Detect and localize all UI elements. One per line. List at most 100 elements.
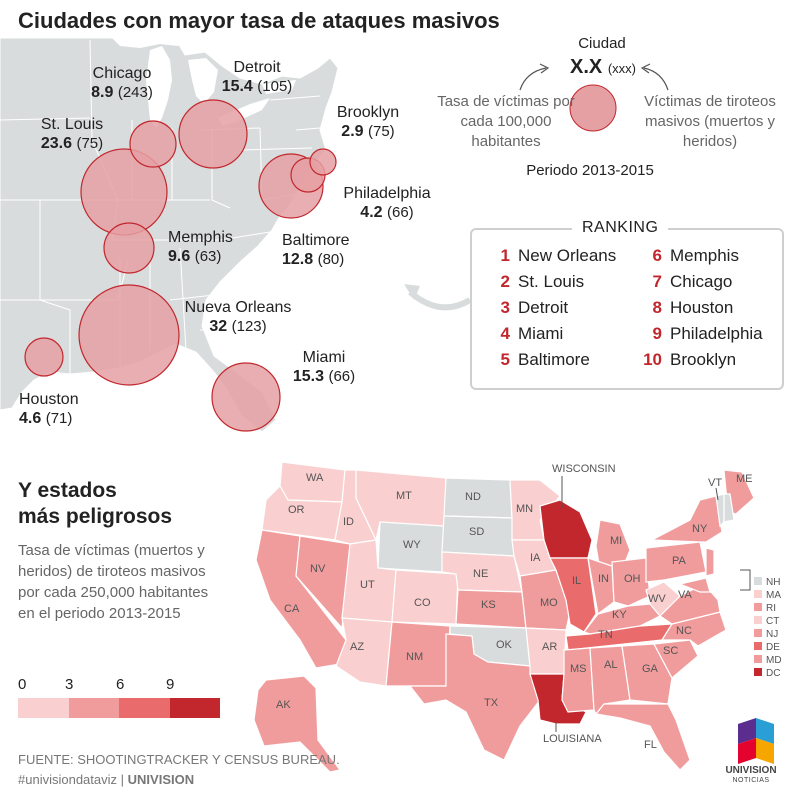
city-bubbles [24,99,337,432]
city-label-st-louis: St. Louis 23.6 (75) [40,116,104,152]
scale-swatch-1 [68,698,119,718]
page-title: Ciudades con mayor tasa de ataques masiv… [18,8,500,33]
legend-victims-description: Víctimas de tiroteos masivos (muertos y … [644,93,776,150]
label-ia: IA [530,552,541,564]
svg-text:MA: MA [766,590,781,601]
state-labels: WA OR ID MT ND MN WY SD NE IA NV UT CO K… [276,472,753,751]
legend-period: Periodo 2013-2015 [526,162,654,179]
svg-text:DE: DE [766,642,780,653]
svg-text:NH: NH [766,577,780,588]
label-id: ID [343,516,354,528]
lake-michigan [146,46,172,128]
city-label-memphis: Memphis 9.6 (63) [168,229,233,265]
ranking-item: 7 Chicago [652,272,733,291]
state-ny [649,495,723,543]
legend-arrow-left [519,67,547,91]
label-ak: AK [276,699,291,711]
state-fl [594,703,691,771]
color-scale-labels: 0 3 6 9 [18,676,175,693]
state-sc [653,639,699,679]
state-wi [539,499,593,559]
ranking-arrow [408,289,472,311]
city-label-nueva-orleans: Nueva Orleans 32 (123) [184,299,292,335]
bubble-detroit [178,99,248,169]
label-ca: CA [284,603,300,615]
label-wv: WV [648,593,666,605]
univision-logo-text: UNIVISION NOTICIAS [725,765,777,785]
label-nc: NC [676,625,692,637]
label-nd: ND [465,491,481,503]
source-note: FUENTE: SHOOTINGTRACKER Y CENSUS BUREAU.… [18,752,340,787]
city-label-philadelphia: Philadelphia 4.2 (66) [343,185,431,221]
label-mn: MN [516,503,533,515]
state-mn [509,479,561,541]
wisconsin-callout: WISCONSIN [552,463,616,475]
ranking-item: 6 Memphis [652,246,739,265]
state-wv [645,581,681,617]
label-wa: WA [306,472,324,484]
legend-rate-description: Tasa de víctimas por cada 100,000 habita… [437,93,575,150]
vt-callout-line [715,487,719,501]
ranking-item: 1 New Orleans [500,246,617,265]
ranking-item: 3 Detroit [500,298,569,317]
svg-text:MD: MD [766,655,782,666]
label-fl: FL [644,739,657,751]
small-states-bracket [740,569,751,591]
label-ga: GA [642,663,659,675]
label-mi: MI [610,535,622,547]
state-tx [408,633,541,761]
lake-huron [188,58,218,104]
label-oh: OH [624,573,641,585]
legend-arrow-right [643,67,669,91]
label-mt: MT [396,490,412,502]
label-ut: UT [360,579,375,591]
label-ky: KY [612,609,627,621]
ranking-item: 2 St. Louis [500,272,585,291]
ranking-item: 10 Brooklyn [643,350,737,369]
states-section-title: Y estados más peligrosos [18,479,173,528]
scale-swatch-0 [18,698,69,718]
city-label-baltimore: Baltimore 12.8 (80) [282,232,350,268]
bubble-new-orleans [78,284,180,386]
state-nj-shape [705,547,715,577]
label-al: AL [604,659,617,671]
label-az: AZ [350,641,364,653]
label-in: IN [598,573,609,585]
label-ar: AR [542,641,557,653]
bubble-memphis [103,222,155,274]
univision-logo-icon [738,718,774,764]
bubble-brooklyn [309,148,337,176]
label-tx: TX [484,697,499,709]
states-section-description: Tasa de víctimas (muertos y heridos) de … [18,542,209,622]
label-il: IL [572,575,581,587]
label-va: VA [678,589,693,601]
legend-bubble [569,84,617,132]
label-or: OR [288,504,305,516]
label-ok: OK [496,639,513,651]
lake-ontario [262,80,296,94]
louisiana-callout: LOUISIANA [543,733,602,745]
bubble-chicago [129,120,177,168]
city-label-houston: Houston 4.6 (71) [19,391,79,427]
label-ne: NE [473,568,488,580]
small-states-legend: NH MA RI CT NJ DE MD DC [754,577,782,679]
svg-text:DC: DC [766,668,780,679]
bubble-miami [211,362,281,432]
svg-text:NJ: NJ [766,629,778,640]
state-md-shape [677,577,711,593]
ranking-item: 5 Baltimore [500,350,590,369]
label-sc: SC [663,645,678,657]
label-pa: PA [672,555,687,567]
state-ak [253,675,342,773]
label-co: CO [414,597,431,609]
label-tn: TN [598,629,613,641]
lake-superior [112,38,190,48]
ranking-title: RANKING [572,219,669,237]
label-me: ME [736,473,753,485]
ranking-item: 4 Miami [500,324,564,343]
ranking-item: 9 Philadelphia [652,324,763,343]
svg-text:RI: RI [766,603,776,614]
label-nm: NM [406,651,423,663]
scale-swatch-2 [119,698,170,718]
